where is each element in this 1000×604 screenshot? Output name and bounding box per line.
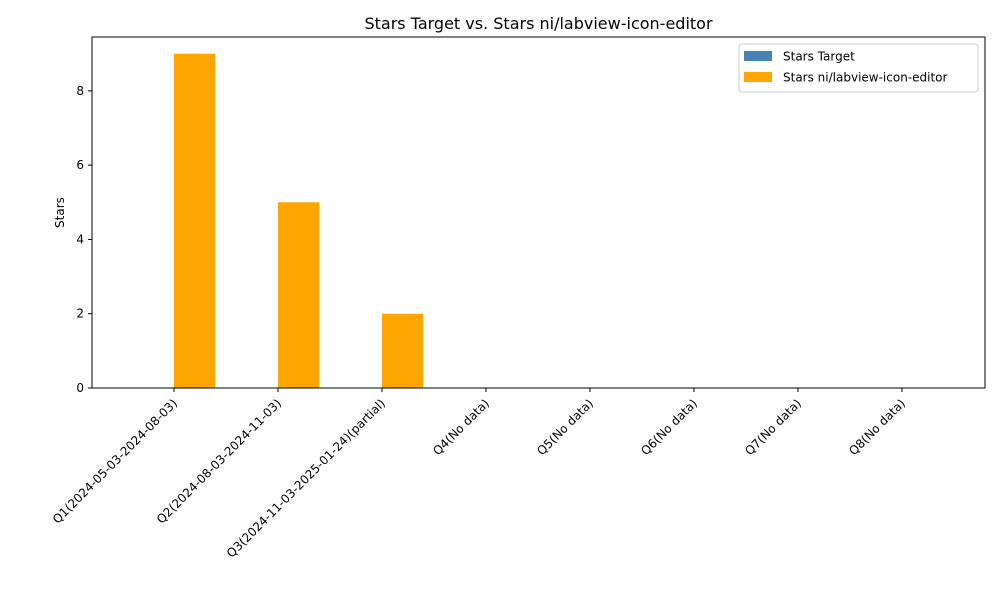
x-tick-label: Q4(No data): [430, 396, 492, 458]
legend-label: Stars Target: [783, 50, 855, 64]
bar-stars-3: [382, 313, 423, 388]
y-tick-label: 8: [76, 84, 84, 98]
y-tick-label: 2: [76, 307, 84, 321]
x-tick-label: Q7(No data): [742, 396, 804, 458]
x-tick-label: Q6(No data): [638, 396, 700, 458]
y-tick-label: 6: [76, 158, 84, 172]
y-tick-label: 0: [76, 381, 84, 395]
x-tick-label: Q5(No data): [534, 396, 596, 458]
legend-box: [738, 43, 979, 93]
legend-swatch: [744, 51, 772, 61]
plot-area-frame: [91, 36, 986, 389]
bar-stars-2: [278, 202, 319, 388]
bar-stars-1: [174, 53, 215, 388]
y-tick-label: 4: [76, 232, 84, 246]
chart-title: Stars Target vs. Stars ni/labview-icon-e…: [364, 14, 712, 33]
x-tick-label: Q2(2024-08-03-2024-11-03): [154, 396, 284, 526]
legend-label: Stars ni/labview-icon-editor: [783, 71, 948, 85]
y-axis-label: Stars: [53, 197, 67, 228]
x-tick-label: Q8(No data): [846, 396, 908, 458]
legend-swatch: [744, 72, 772, 82]
x-tick-label: Q1(2024-05-03-2024-08-03): [50, 396, 180, 526]
legend: Stars Target Stars ni/labview-icon-editor: [738, 43, 979, 93]
